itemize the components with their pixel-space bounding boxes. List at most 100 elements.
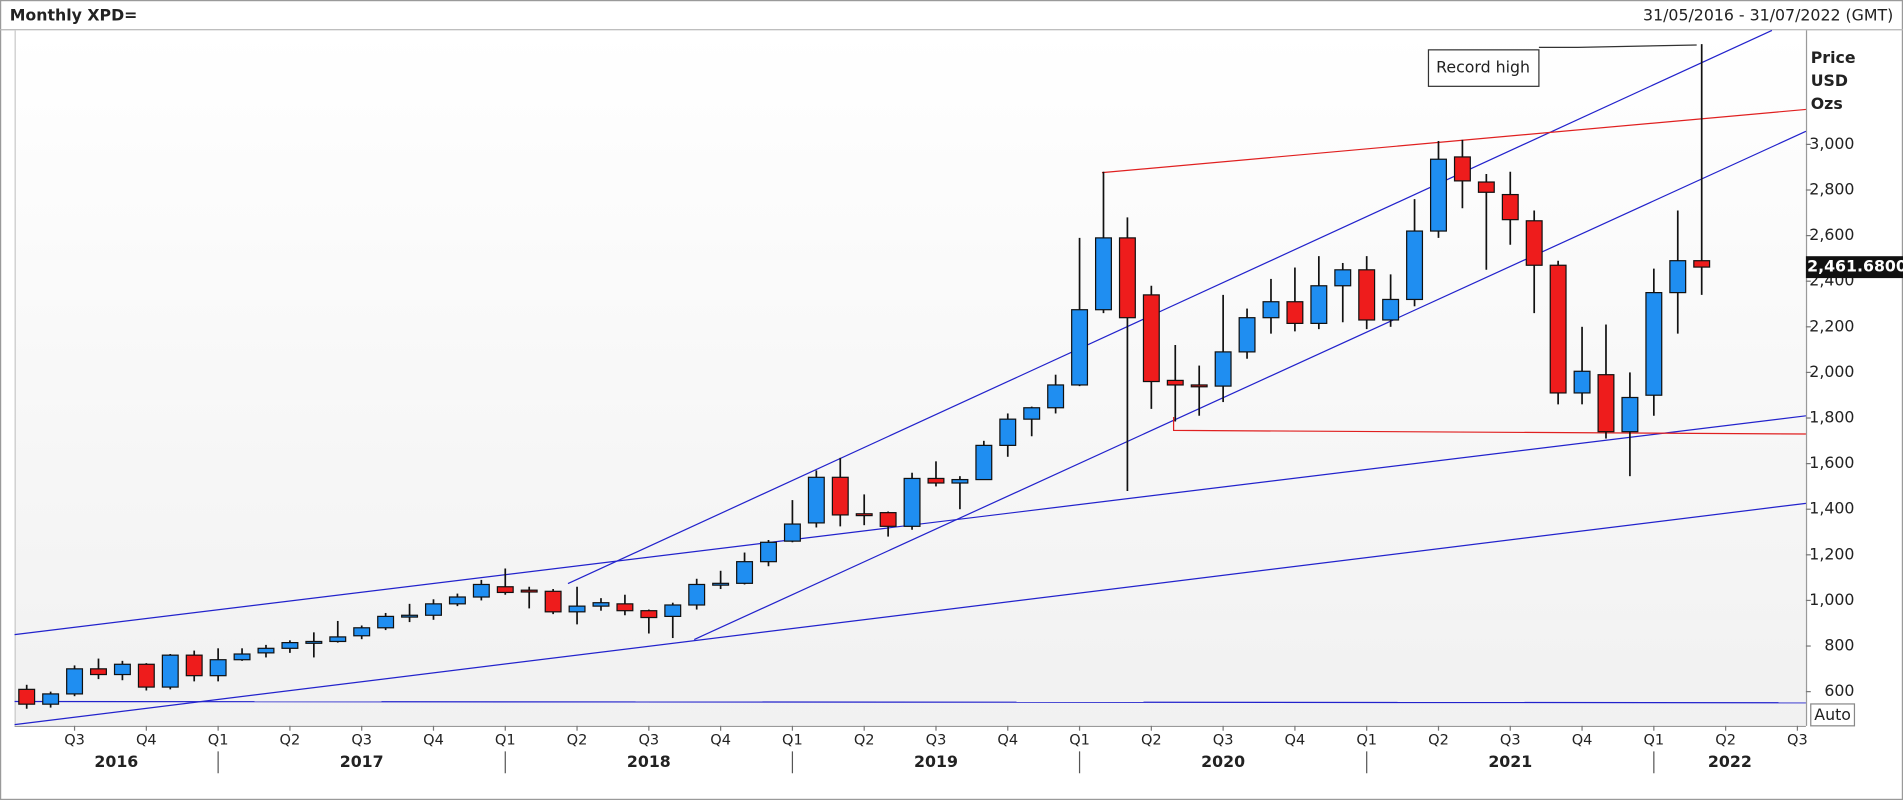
trend-lines: [14, 29, 1807, 726]
x-tick-label: Q4: [423, 731, 444, 748]
y-tick-label: 1,800: [1809, 408, 1854, 427]
trend-line: [567, 29, 1773, 585]
candle-body: [161, 654, 179, 688]
candle-body: [568, 605, 586, 613]
candle-body: [448, 596, 466, 605]
candle-body: [855, 513, 873, 517]
candle-body: [640, 610, 658, 619]
candle-body: [18, 688, 36, 705]
candle-body: [66, 668, 84, 695]
annotation-box: [1427, 49, 1540, 87]
candle-body: [1382, 298, 1400, 321]
year-label: 2016: [94, 752, 138, 771]
candle-body: [592, 602, 610, 607]
trend-line: [1101, 108, 1806, 174]
x-tick-label: Q4: [1285, 731, 1306, 748]
trend-line: [1172, 417, 1806, 435]
candle-body: [1597, 374, 1615, 433]
year-label: 2019: [914, 752, 958, 771]
date-range: 31/05/2016 - 31/07/2022 (GMT): [1643, 5, 1893, 24]
x-tick-label: Q2: [567, 731, 588, 748]
candle-body: [137, 663, 155, 688]
candle-body: [89, 668, 107, 676]
candle-body: [712, 582, 730, 586]
candle-body: [1525, 220, 1543, 266]
x-tick-label: Q2: [280, 731, 301, 748]
candle-body: [1310, 285, 1328, 325]
x-tick-label: Q1: [782, 731, 803, 748]
candle-body: [688, 583, 706, 606]
y-axis-title: Ozs: [1811, 94, 1843, 113]
x-tick-label: Q1: [1069, 731, 1090, 748]
x-tick-label: Q3: [1213, 731, 1234, 748]
candle-body: [1286, 301, 1304, 325]
candle-body: [1214, 351, 1232, 387]
candle-body: [1693, 260, 1711, 268]
auto-button-label[interactable]: Auto: [1814, 705, 1851, 724]
x-tick-label: Q2: [1715, 731, 1736, 748]
candle-body: [759, 541, 777, 563]
x-tick-label: Q2: [854, 731, 875, 748]
candle-body: [1166, 379, 1184, 386]
candle-body: [736, 561, 754, 584]
candle-body: [616, 603, 634, 612]
candle-body: [472, 583, 490, 598]
candle-body: [353, 627, 371, 637]
candle-body: [1477, 181, 1495, 193]
candle-body: [903, 477, 921, 527]
candle-body: [401, 614, 419, 618]
candle-body: [664, 604, 682, 617]
x-tick-label: Q4: [1572, 731, 1593, 748]
candle-body: [520, 589, 538, 593]
auto-button[interactable]: [1810, 703, 1856, 727]
year-label: 2022: [1708, 752, 1752, 771]
x-tick-label: Q1: [495, 731, 516, 748]
x-tick-label: Q3: [351, 731, 372, 748]
x-tick-label: Q1: [1356, 731, 1377, 748]
y-tick-label: 2,200: [1809, 316, 1854, 335]
candle-body: [544, 590, 562, 613]
x-tick-label: Q2: [1428, 731, 1449, 748]
y-tick-label: 1,200: [1809, 544, 1854, 563]
x-tick-label: Q2: [1141, 731, 1162, 748]
candle-body: [1142, 294, 1160, 383]
candle-body: [377, 615, 395, 629]
candle-body: [1669, 260, 1687, 294]
year-label: 2018: [627, 752, 671, 771]
candle-body: [1334, 269, 1352, 287]
last-price-tag: [1805, 256, 1903, 279]
candle-body: [1573, 370, 1591, 394]
year-label: 2017: [340, 752, 384, 771]
x-tick-label: Q4: [997, 731, 1018, 748]
candle-body: [1094, 237, 1112, 311]
candle-body: [1549, 264, 1567, 394]
chart-title: Monthly XPD=: [10, 5, 138, 24]
y-tick-label: 1,400: [1809, 499, 1854, 518]
candle-body: [1118, 237, 1136, 319]
candle-body: [1645, 292, 1663, 396]
x-tick-label: Q3: [926, 731, 947, 748]
candle-body: [329, 636, 347, 643]
candle-body: [831, 476, 849, 516]
y-tick-label: 1,000: [1809, 590, 1854, 609]
candle-body: [185, 654, 203, 677]
annotation-text: Record high: [1436, 58, 1530, 77]
candle-body: [1406, 230, 1424, 301]
candle-body: [1429, 158, 1447, 232]
trend-line: [14, 502, 1806, 726]
candle-body: [233, 653, 251, 661]
axes: 600 800 1,000 1,200 1,400 1,600 1,800 2,000 2,20…: [64, 134, 1903, 774]
y-axis-title: USD: [1811, 71, 1848, 90]
trend-line: [14, 700, 1806, 704]
candle-body: [1621, 396, 1639, 433]
y-tick-label: 600: [1824, 681, 1854, 700]
x-tick-label: Q1: [208, 731, 229, 748]
candle-body: [1071, 309, 1089, 386]
y-tick-label: 800: [1824, 636, 1854, 655]
x-tick-label: Q4: [136, 731, 157, 748]
year-label: 2020: [1201, 752, 1245, 771]
candle-body: [209, 659, 227, 677]
y-tick-label: 3,000: [1809, 134, 1854, 153]
candle-body: [424, 603, 442, 616]
x-tick-label: Q3: [1787, 731, 1808, 748]
